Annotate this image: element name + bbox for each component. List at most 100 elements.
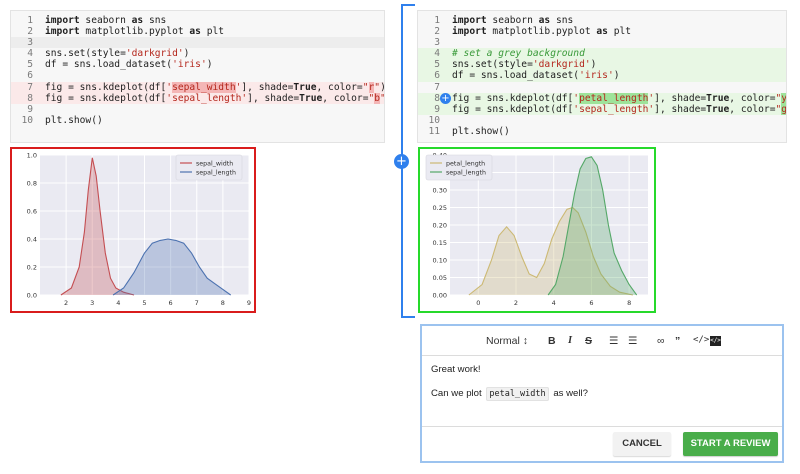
line-number: 9 [434, 103, 440, 115]
code-line: 6 [11, 70, 384, 81]
code-token: matplotlib.pyplot [79, 26, 190, 38]
code-line-added: 4 # set a grey background [418, 48, 786, 60]
code-token: sns.set(style= [452, 59, 533, 71]
bullet-list-icon[interactable]: ☰ [628, 335, 638, 347]
line-number: 8 [27, 92, 33, 104]
code-line-added: 6 df = sns.load_dataset('iris') [418, 70, 786, 82]
code-diff-highlight: g [781, 103, 787, 115]
link-icon[interactable]: ∞ [657, 335, 665, 347]
plus-icon[interactable]: + [394, 154, 409, 169]
y-tick-label: 0.00 [433, 292, 447, 300]
format-select[interactable]: Normal ↕ [486, 335, 529, 347]
code-line: 3 [11, 37, 384, 49]
code-token: ], shade= [247, 92, 300, 104]
original-code-cell[interactable]: 1 import seaborn as sns 2 import matplotli… [10, 10, 385, 143]
y-tick-label: 0.30 [433, 187, 447, 195]
inline-code: petal_width [486, 387, 549, 401]
code-token: ) [613, 70, 620, 82]
code-token: sns [550, 15, 574, 26]
code-line-removed: 7 fig = sns.kdeplot(df['sepal_width'], sh… [11, 81, 384, 93]
code-token: import [45, 26, 80, 38]
code-token: 'darkgrid' [125, 48, 184, 60]
code-token: ' [166, 81, 173, 93]
code-line: 2 import matplotlib.pyplot as plt [11, 26, 384, 37]
code-token: True [293, 81, 317, 93]
start-review-button[interactable]: START A REVIEW [683, 432, 778, 456]
y-tick-label: 1.0 [27, 152, 37, 160]
line-number: 9 [27, 103, 33, 115]
x-tick-label: 4 [116, 299, 120, 307]
add-line-comment-icon[interactable]: + [440, 92, 451, 104]
comment-editor[interactable]: Great work! Can we plot petal_width as w… [422, 356, 782, 427]
code-token: as [131, 15, 144, 26]
x-tick-label: 6 [169, 299, 173, 307]
strikethrough-icon[interactable]: S [585, 335, 593, 347]
code-token: sns.set(style= [45, 48, 126, 60]
code-token: 'darkgrid' [532, 59, 591, 71]
code-block-icon[interactable]: </> [710, 336, 721, 346]
code-token: df = sns.load_dataset( [45, 59, 173, 71]
code-token: matplotlib.pyplot [486, 26, 597, 38]
modified-output-chart: 0.000.050.100.150.200.250.300.350.400246… [418, 147, 656, 313]
code-diff-highlight: petal_length [579, 92, 649, 104]
comment-text: as well? [553, 388, 588, 399]
code-token: " [775, 92, 782, 104]
code-diff-highlight: y [781, 92, 787, 104]
code-token: ) [590, 59, 597, 71]
code-line-added[interactable]: 8 + fig = sns.kdeplot(df['petal_length'], … [418, 92, 787, 104]
line-number: 6 [434, 70, 440, 82]
bold-icon[interactable]: B [548, 335, 556, 347]
italic-icon[interactable]: I [568, 335, 573, 346]
code-line: 1 import seaborn as sns [418, 15, 786, 26]
legend-label: sepal_width [196, 160, 233, 167]
code-token: True [299, 92, 323, 104]
legend-label: petal_length [446, 160, 485, 167]
code-token: df = sns.load_dataset( [452, 70, 580, 82]
series-line [60, 157, 135, 296]
cancel-button[interactable]: CANCEL [613, 432, 671, 456]
line-number: 4 [27, 48, 33, 60]
code-token: " [368, 92, 375, 104]
ordered-list-icon[interactable]: ☰ [609, 335, 619, 347]
line-number: 1 [27, 15, 33, 26]
code-token: sns [143, 15, 167, 26]
series-area [60, 157, 135, 295]
x-tick-label: 4 [552, 299, 556, 307]
inline-code-icon[interactable]: </> [693, 335, 710, 345]
code-token: " [775, 103, 782, 115]
modified-code-cell[interactable]: 1 import seaborn as sns 2 import matplotli… [417, 10, 787, 143]
quote-icon[interactable]: ” [675, 335, 681, 347]
code-token: ], shade= [654, 103, 707, 115]
y-tick-label: 0.15 [433, 239, 447, 247]
code-token: 'iris' [579, 70, 614, 82]
code-token: ) [380, 82, 384, 93]
editor-toolbar: Normal ↕ B I S ☰ ☰ ∞ ” </> </> [422, 326, 782, 356]
line-number: 6 [27, 70, 33, 82]
x-tick-label: 7 [195, 299, 199, 307]
comment-text-line: Great work! [431, 364, 481, 375]
code-token: plt.show() [452, 125, 510, 137]
line-number: 4 [434, 48, 440, 60]
review-comment-panel: Normal ↕ B I S ☰ ☰ ∞ ” </> </> Great wor… [420, 324, 784, 463]
code-token: 'sepal_length' [573, 103, 655, 115]
code-line: 1 import seaborn as sns [11, 15, 384, 26]
x-tick-label: 3 [90, 299, 94, 307]
code-token: " [380, 93, 384, 104]
code-line: 10 plt.show() [11, 115, 384, 126]
code-token: " [374, 81, 381, 93]
code-diff-highlight: r [368, 81, 375, 93]
code-diff-highlight: sepal_width [172, 81, 236, 93]
legend-box [425, 154, 493, 181]
code-token: fig = sns.kdeplot(df[ [45, 81, 167, 93]
code-token: ' [648, 92, 655, 104]
code-token: 'sepal_length' [166, 92, 248, 104]
series-area [113, 239, 231, 295]
line-number: 5 [434, 59, 440, 71]
code-token: ], shade= [241, 81, 294, 93]
code-token: , color= [322, 92, 369, 104]
series-line [112, 238, 232, 296]
code-token: , color= [729, 103, 776, 115]
comment-text: Can we plot [431, 388, 482, 399]
code-line: 5 df = sns.load_dataset('iris') [11, 59, 384, 70]
code-token: fig = sns.kdeplot(df[ [452, 92, 574, 104]
